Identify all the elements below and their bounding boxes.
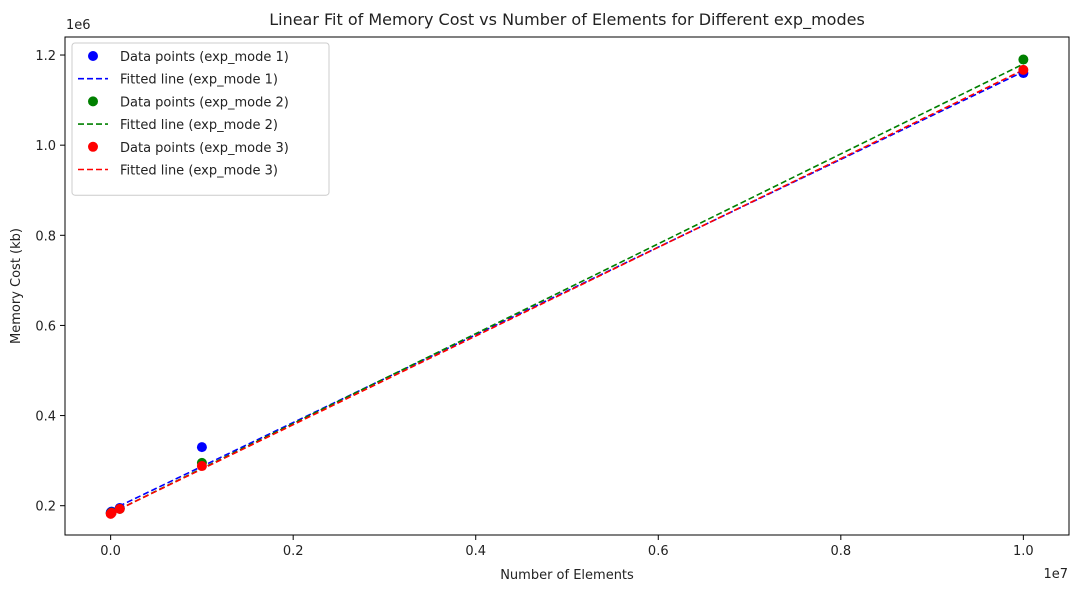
fitted-line-series-6 [110,69,1024,515]
plot-frame [64,36,1070,536]
y-tick-label: 0.2 [35,500,56,515]
chart-title: Linear Fit of Memory Cost vs Number of E… [269,10,865,30]
data-point [196,442,207,453]
legend-entry-label: Fitted line (exp_mode 3) [120,164,278,179]
x-tick-label: 0.8 [830,544,851,559]
y-tick-label: 0.8 [35,229,56,244]
data-point [106,507,117,518]
fitted-line-series-4 [110,63,1024,515]
x-tick-label: 0.6 [648,544,669,559]
legend-entry-label: Fitted line (exp_mode 1) [120,73,278,88]
y-tick-label: 1.0 [35,139,56,154]
y-axis-offset-text: 1e6 [66,18,91,33]
y-tick-label: 0.4 [35,410,56,425]
data-point [1018,54,1029,65]
x-tick-label: 0.4 [465,544,486,559]
legend-marker [88,141,98,152]
x-axis-offset-text: 1e7 [1043,567,1068,582]
legend-entry-label: Data points (exp_mode 2) [120,95,289,110]
legend: Data points (exp_mode 1) Fitted line (exp… [71,42,330,196]
legend-entry-label: Fitted line (exp_mode 2) [120,118,278,133]
legend-entry-label: Data points (exp_mode 1) [120,50,289,65]
legend-marker [88,96,98,107]
legend-marker [88,51,98,61]
plot-layer: 0.0 0.2 0.4 0.6 0.8 1.0 0.2 0.4 0.6 0.8 1.0 1.2 [35,36,1070,559]
y-axis-label: Memory Cost (kb) [9,228,24,344]
data-point [1018,64,1029,75]
legend-entry-label: Data points (exp_mode 3) [120,141,289,156]
y-tick-label: 1.2 [35,49,56,64]
legend-box [71,42,330,196]
data-point [114,503,125,514]
x-tick-label: 0.0 [100,544,121,559]
x-tick-label: 0.2 [283,544,304,559]
data-point [196,461,207,472]
x-axis-label: Number of Elements [500,568,634,583]
x-tick-label: 1.0 [1013,544,1034,559]
y-tick-label: 0.6 [35,319,56,334]
